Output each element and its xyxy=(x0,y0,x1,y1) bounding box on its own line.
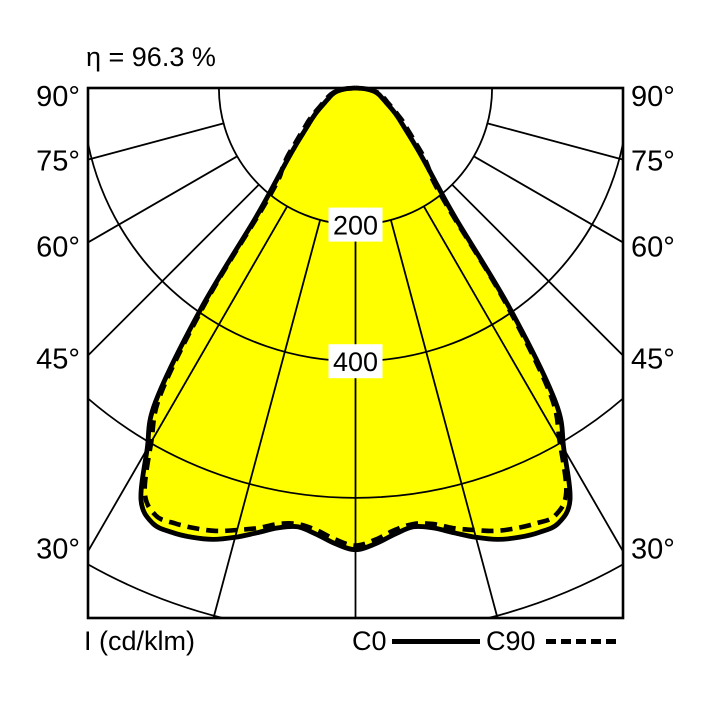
angle-label-60-left: 60° xyxy=(36,231,80,263)
angle-label-75-right: 75° xyxy=(631,146,675,178)
curve-c0-solid xyxy=(138,85,573,553)
legend-c0-solid-line-swatch xyxy=(392,639,480,644)
grid-spoke-15 xyxy=(389,219,499,619)
radial-label-box-200 xyxy=(328,207,383,242)
radial-label-400: 400 xyxy=(333,347,378,377)
grid-arc-800 xyxy=(87,563,223,619)
legend-c0-label: C0 xyxy=(352,626,387,656)
radial-label-200: 200 xyxy=(333,211,378,241)
efficiency-title: η = 96.3 % xyxy=(86,42,216,72)
grid-spoke--45 xyxy=(87,183,260,357)
angle-label-45-right: 45° xyxy=(631,344,675,376)
angle-label-90-right: 90° xyxy=(631,81,675,113)
grid-spoke--60 xyxy=(87,155,238,244)
grid-spoke-30 xyxy=(423,205,624,552)
grid-arc-800 xyxy=(488,563,624,619)
angle-label-45-left: 45° xyxy=(36,344,80,376)
grid-spoke-45 xyxy=(451,183,624,357)
grid-spoke-75 xyxy=(487,122,624,161)
grid-spoke--75 xyxy=(87,122,224,161)
legend-c90-dashed-line-swatch xyxy=(546,639,618,644)
legend-c90-label: C90 xyxy=(486,626,536,656)
angle-label-30-left: 30° xyxy=(36,533,80,565)
angle-label-75-left: 75° xyxy=(36,146,80,178)
angle-label-60-right: 60° xyxy=(631,231,675,263)
intensity-axis-unit-label: I (cd/klm) xyxy=(84,626,195,656)
grid-spoke-60 xyxy=(473,155,624,244)
angle-label-90-left: 90° xyxy=(36,81,80,113)
angle-label-30-right: 30° xyxy=(631,533,675,565)
grid-spoke--15 xyxy=(212,219,322,619)
radial-label-box-400 xyxy=(328,344,383,379)
grid-spoke--30 xyxy=(87,205,288,552)
